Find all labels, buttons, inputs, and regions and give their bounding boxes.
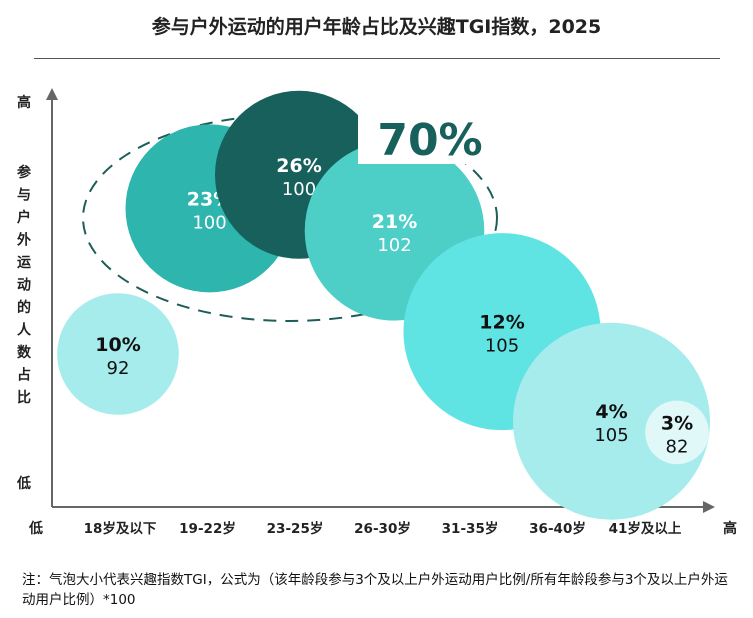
bubble-share-label: 12% (479, 312, 524, 334)
y-low-label: 低 (16, 475, 31, 492)
annotation-label: 70% (377, 115, 482, 166)
x-tick-label: 31-35岁 (442, 520, 499, 537)
x-axis-arrow (703, 501, 715, 513)
title-divider (34, 58, 720, 59)
y-axis-title-char: 户 (17, 209, 31, 226)
bubble-share-label: 26% (276, 155, 321, 177)
y-axis-title-char: 参 (17, 164, 32, 181)
y-axis-title-char: 动 (17, 277, 31, 294)
y-axis-title-char: 外 (17, 232, 31, 249)
bubble-tgi-label: 82 (666, 436, 689, 457)
y-axis-title-char: 的 (17, 299, 31, 316)
bubble-tgi-label: 100 (282, 179, 316, 200)
bubble-share-label: 4% (595, 401, 627, 423)
chart-title: 参与户外运动的用户年龄占比及兴趣TGI指数，2025 (151, 16, 602, 38)
annotation-backdrop (358, 108, 492, 164)
bubble (645, 400, 709, 465)
bubble-tgi-label: 105 (594, 425, 628, 446)
bubble-share-label: 10% (95, 334, 140, 356)
bubble (513, 322, 710, 520)
bubble-tgi-label: 105 (485, 336, 519, 357)
y-axis-title-char: 运 (17, 255, 31, 271)
y-axis-title-char: 人 (17, 322, 32, 339)
y-axis-title-char: 与 (17, 188, 31, 204)
bubble-share-label: 21% (372, 211, 417, 233)
bubble-share-label: 3% (661, 412, 693, 434)
bubble (57, 293, 179, 415)
y-axis-arrow (46, 88, 58, 100)
x-low-label: 低 (28, 520, 43, 537)
footnote: 注：气泡大小代表兴趣指数TGI，公式为（该年龄段参与3个及以上户外运动用户比例/… (22, 572, 728, 608)
x-tick-label: 23-25岁 (267, 520, 324, 537)
y-axis-title-char: 比 (17, 389, 31, 406)
x-tick-label: 36-40岁 (529, 520, 586, 537)
x-tick-label: 41岁及以上 (609, 520, 682, 537)
x-tick-label: 19-22岁 (179, 520, 236, 537)
bubble-tgi-label: 102 (377, 235, 411, 256)
x-tick-label: 18岁及以下 (84, 520, 157, 537)
y-axis-title-char: 数 (17, 344, 32, 361)
y-high-label: 高 (17, 94, 31, 111)
x-high-label: 高 (723, 520, 737, 537)
x-tick-label: 26-30岁 (354, 520, 411, 537)
bubble-tgi-label: 92 (107, 358, 130, 379)
y-axis-title-char: 占 (17, 367, 31, 384)
bubble-tgi-label: 100 (192, 212, 226, 233)
